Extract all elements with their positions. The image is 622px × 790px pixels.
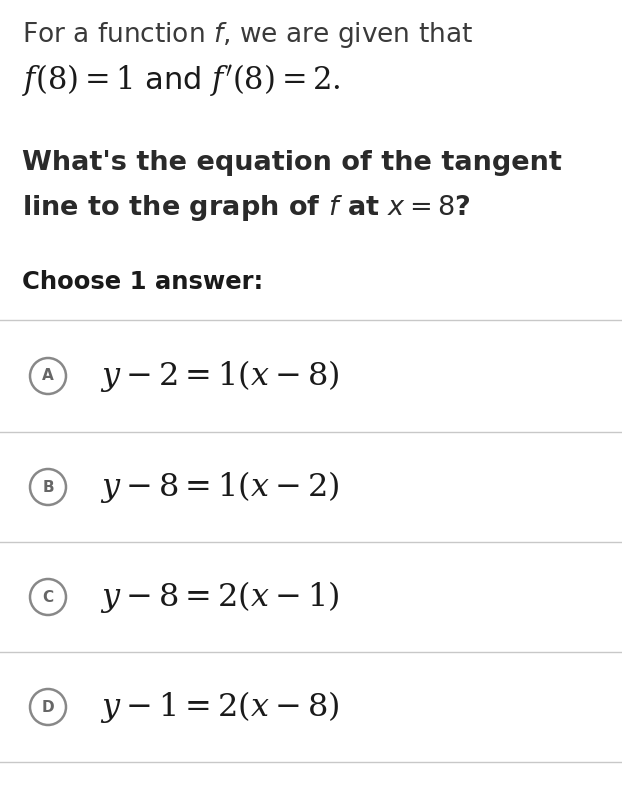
Text: line to the graph of $f$ at $x = 8$?: line to the graph of $f$ at $x = 8$? [22, 193, 470, 223]
Text: B: B [42, 480, 54, 495]
Text: $f(8) = 1$ and $f'(8) = 2.$: $f(8) = 1$ and $f'(8) = 2.$ [22, 62, 341, 98]
Text: What's the equation of the tangent: What's the equation of the tangent [22, 150, 562, 176]
Text: $y - 8 = 2(x - 1)$: $y - 8 = 2(x - 1)$ [100, 579, 340, 615]
Text: D: D [42, 699, 54, 714]
Text: Choose 1 answer:: Choose 1 answer: [22, 270, 263, 294]
Text: $y - 2 = 1(x - 8)$: $y - 2 = 1(x - 8)$ [100, 358, 340, 394]
Text: $y - 8 = 1(x - 2)$: $y - 8 = 1(x - 2)$ [100, 469, 340, 505]
Text: A: A [42, 368, 54, 383]
Text: $y - 1 = 2(x - 8)$: $y - 1 = 2(x - 8)$ [100, 689, 340, 725]
Text: For a function $f$, we are given that: For a function $f$, we are given that [22, 20, 473, 50]
Text: C: C [42, 589, 53, 604]
